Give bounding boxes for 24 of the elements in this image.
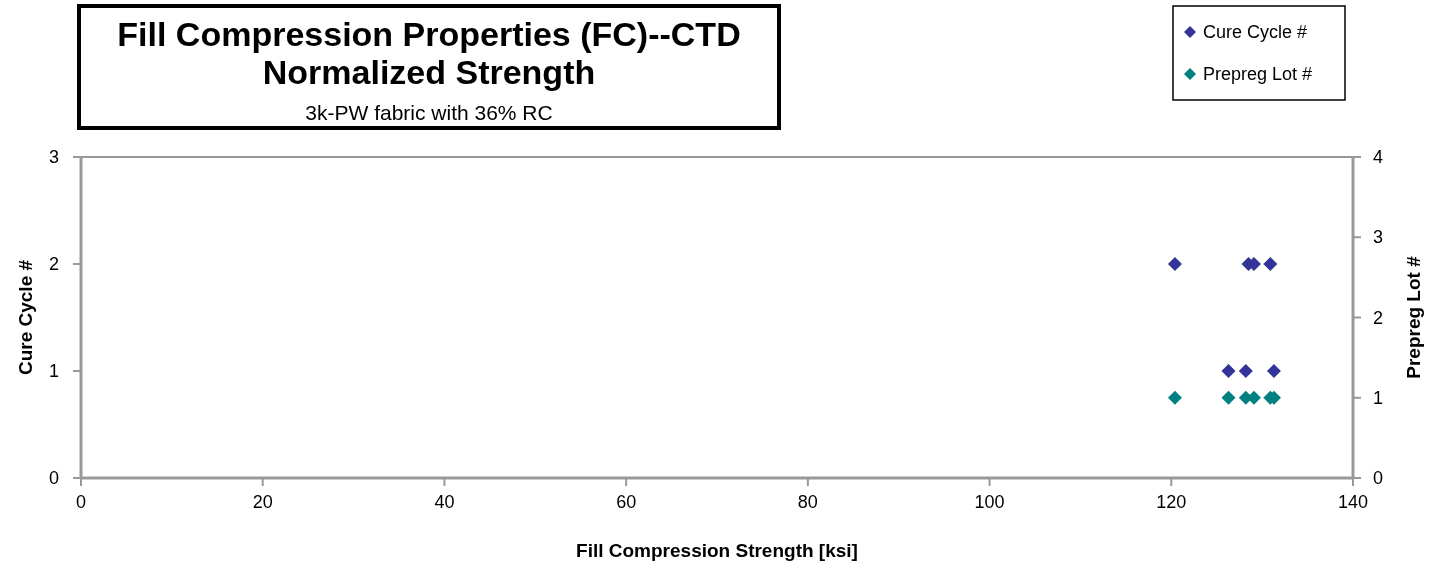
x-tick-label: 140 — [1337, 492, 1369, 512]
y-tick-label: 3 — [48, 147, 59, 167]
y2-tick-label: 0 — [1373, 468, 1384, 488]
x-tick-label: 0 — [75, 492, 87, 512]
chart-title: Fill Compression Properties (FC)--CTD Normalized Strength — [117, 15, 741, 91]
x-tick-label: 80 — [797, 492, 818, 512]
x-tick-label: 100 — [974, 492, 1005, 512]
x-tick-label: 60 — [616, 492, 637, 512]
y2-tick-label: 2 — [1373, 307, 1384, 328]
y-tick-label: 2 — [48, 254, 59, 274]
y-tick-label: 0 — [48, 468, 59, 488]
legend-label: Prepreg Lot # — [1203, 64, 1313, 84]
y-tick-label: 1 — [48, 361, 59, 381]
chart-subtitle: 3k-PW fabric with 36% RC — [305, 101, 553, 124]
x-axis-title: Fill Compression Strength [ksi] — [576, 540, 858, 561]
x-tick-label: 20 — [252, 492, 273, 512]
y-axis-title: Cure Cycle # — [15, 259, 36, 376]
x-tick-label: 40 — [434, 492, 455, 512]
y2-tick-label: 3 — [1373, 227, 1384, 248]
y2-tick-label: 1 — [1373, 387, 1384, 408]
legend-label: Cure Cycle # — [1203, 22, 1308, 42]
x-tick-label: 120 — [1156, 492, 1187, 512]
y2-tick-label: 4 — [1373, 147, 1384, 167]
y2-axis-title: Prepreg Lot # — [1403, 255, 1424, 379]
